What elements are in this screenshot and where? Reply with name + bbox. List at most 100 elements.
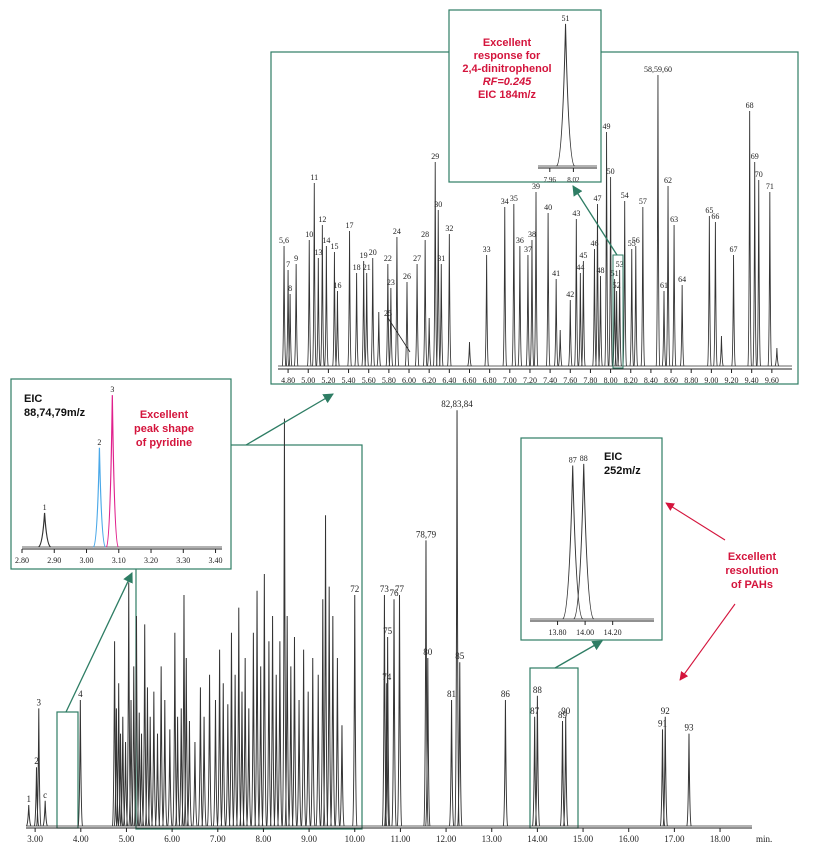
peak-label: 54 [621,191,629,200]
peak [517,245,523,367]
peak [291,636,298,827]
peak [296,699,302,827]
x-tick-label: 16.00 [619,834,640,844]
peak [484,254,489,367]
peak-label: 35 [510,194,518,203]
peak [113,708,120,827]
x-tick-label: 8.00 [604,376,618,385]
peak [361,260,366,367]
peak-label: 3 [110,385,114,394]
peak [354,272,359,367]
x-tick-label: 5.40 [342,376,356,385]
arrow-to-pyridine-inset [65,572,133,713]
peak [326,586,332,827]
peak [261,573,268,827]
x-tick-label: 13.80 [549,628,567,637]
peak [662,716,668,827]
x-tick-label: 7.96 [544,176,557,184]
peak [335,290,340,367]
peak [502,206,508,367]
x-tick-label: 6.00 [164,834,180,844]
peak-label: 51 [611,269,619,278]
peak-label: 65 [705,206,713,215]
peak [592,248,597,367]
x-tick-label: 2.90 [47,556,61,565]
peak [347,230,352,367]
peak [330,615,336,827]
dinitrophenol-inset-frame [448,9,602,183]
peak [315,674,321,827]
peak [334,657,341,827]
annotations: Excellent resolution of PAHs [725,551,778,591]
peak-label-callout: 25 [384,309,392,318]
pah-annotation: Excellent resolution of PAHs [725,551,778,591]
peak [201,716,207,827]
peak [525,254,531,367]
x-tick-label: 3.00 [80,556,94,565]
peak [511,203,517,367]
peak [661,290,667,367]
peak-label: 73 [380,584,390,594]
peak [425,657,431,827]
peak-label: 20 [369,248,377,257]
x-tick-label: 9.40 [745,376,759,385]
peak-label: 38 [528,230,536,239]
peak [574,218,579,367]
peak-label: 16 [333,281,341,290]
eic-line: EIC [604,451,622,463]
x-tick-label: 8.20 [624,376,638,385]
peak-label: 36 [516,236,524,245]
peak [246,708,252,827]
peak-label: 29 [431,152,439,161]
peak [457,662,463,827]
peak [174,716,181,827]
x-tick-label: 6.40 [442,376,456,385]
dinitrophenol-region-box [612,254,624,369]
peak [212,699,219,827]
peak-label: 62 [664,176,672,185]
peak [281,245,287,367]
x-tick-label: 7.60 [563,376,577,385]
pyridine-inset: 2.80 2.90 3.00 3.10 3.20 3.30 3.40 1 2 3 EIC 88,74,… [10,378,232,570]
peak-label: 40 [544,203,552,212]
peak [534,695,541,827]
peak [502,699,509,827]
eic-line: 88,74,79m/z [24,407,86,419]
peak [111,641,118,827]
peak [679,284,685,367]
x-tick-label: 13.00 [482,834,503,844]
peak [568,299,573,367]
peak [92,447,106,548]
peak [352,594,358,827]
peak [147,716,153,827]
peak-label: 75 [383,626,393,636]
peak [220,683,226,827]
peak [250,632,257,827]
x-tick-label: 5.00 [301,376,315,385]
peak [332,251,337,367]
peak [324,245,329,367]
pyridine-annotation: Excellent peak shape of pyridine [134,409,194,449]
x-tick-label: 3.20 [144,556,158,565]
pyridine-region-box [56,711,79,829]
peak-label: 56 [632,236,640,245]
peak-label: 21 [363,263,371,272]
x-tick-label: 5.00 [119,834,135,844]
peak [414,263,420,367]
peak [614,290,619,367]
peak [423,540,429,827]
peak [454,410,460,827]
x-tick-label: 8.60 [664,376,678,385]
peak [396,594,403,827]
peak [467,341,472,367]
peak-label: 46 [590,239,598,248]
peak [151,691,157,827]
peak-label: 66 [711,212,719,221]
peak-label: 68 [746,101,754,110]
peak-label: 78,79 [416,529,437,539]
peak [604,131,609,367]
annotation-line: Excellent [483,37,532,49]
peak-label: 3 [37,697,42,707]
x-tick-label: 3.40 [209,556,223,565]
x-tick-label: 6.00 [402,376,416,385]
